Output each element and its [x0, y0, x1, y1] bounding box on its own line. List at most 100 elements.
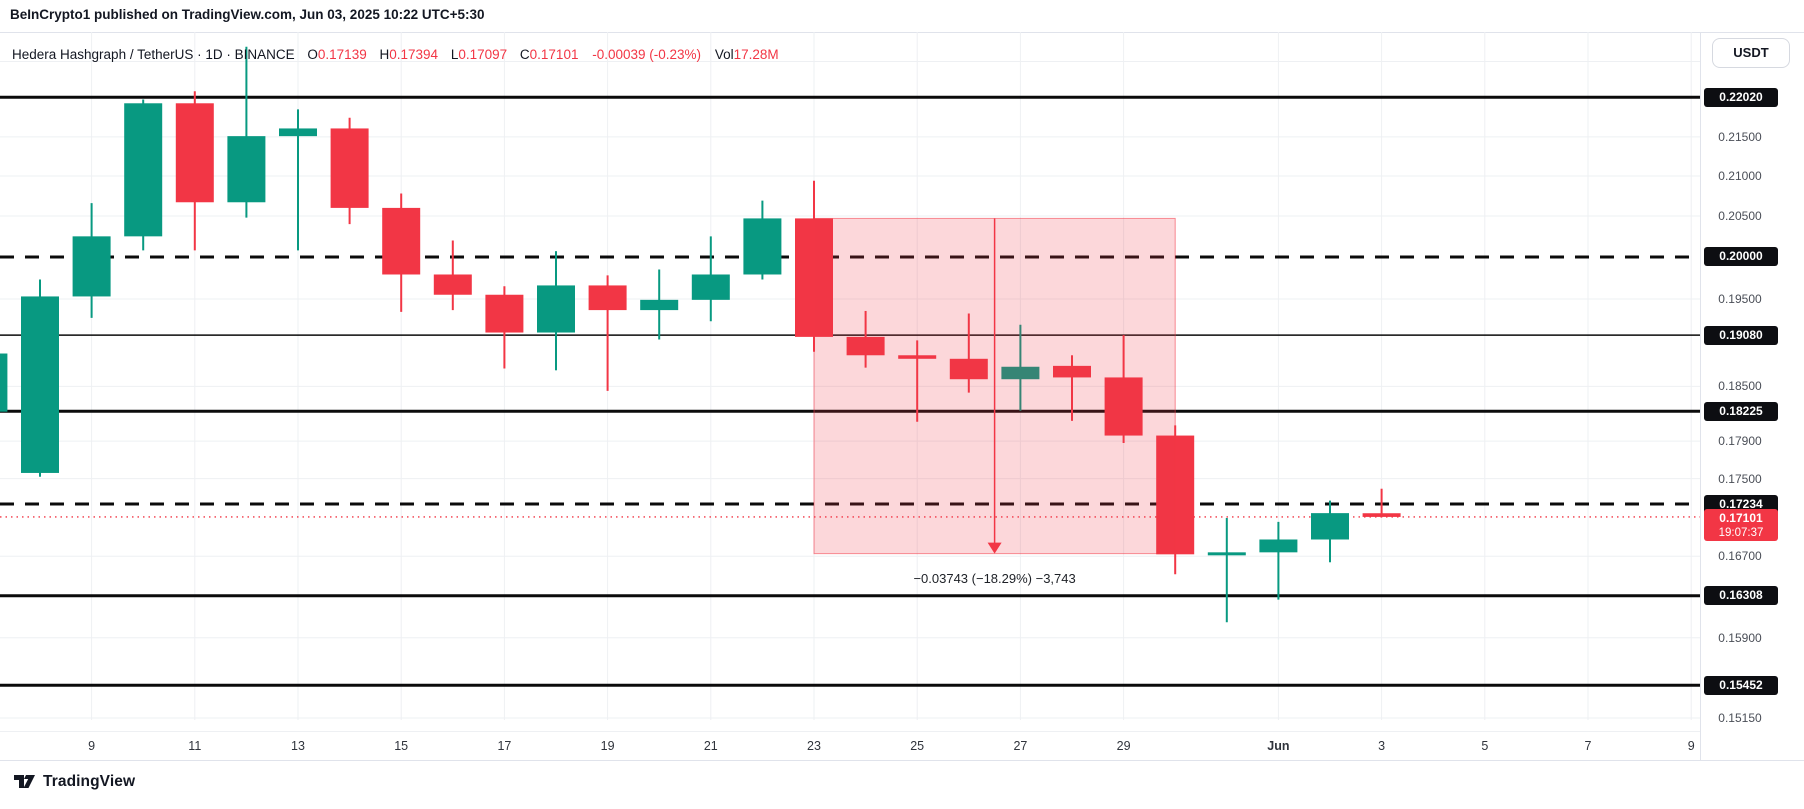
- candle: [21, 279, 59, 477]
- candle-body: [898, 355, 937, 359]
- volume-label: Vol17.28M: [714, 47, 779, 62]
- time-tick-label: 17: [497, 739, 512, 753]
- candle-body: [691, 274, 730, 300]
- low-label: L0.17097: [450, 47, 508, 62]
- candle: [640, 269, 679, 340]
- candle-body: [433, 274, 472, 295]
- candle-body: [227, 136, 266, 203]
- time-tick-label: 11: [188, 739, 202, 753]
- time-tick-label: 3: [1378, 739, 1386, 753]
- candle-body: [382, 207, 421, 275]
- footer-divider: [0, 760, 1804, 761]
- candle: [588, 275, 627, 391]
- candle-body: [1001, 366, 1040, 380]
- candle-body: [0, 353, 8, 412]
- price-tick-label: 0.15900: [1718, 630, 1762, 645]
- candle-body: [330, 128, 369, 208]
- time-tick-label: 9: [88, 739, 96, 753]
- candle-body: [1311, 513, 1349, 540]
- current-price-badge: 0.17101 19:07:37: [1704, 508, 1778, 541]
- candle-body: [72, 236, 111, 297]
- close-value: 0.17101: [529, 47, 579, 62]
- candle: [0, 353, 8, 412]
- time-tick-label: 19: [600, 739, 615, 753]
- time-tick-label: 21: [703, 739, 718, 753]
- candle-body: [124, 103, 163, 237]
- candle-body: [1104, 377, 1143, 436]
- open-value: 0.17139: [317, 47, 367, 62]
- price-level-badge: 0.15452: [1704, 675, 1778, 695]
- candle: [433, 240, 472, 311]
- candle: [1001, 324, 1040, 411]
- candle-body: [1053, 365, 1091, 378]
- time-tick-label: 9: [1687, 739, 1695, 753]
- candle: [1259, 521, 1298, 600]
- price-level-badge: 0.20000: [1704, 247, 1778, 267]
- price-tick-label: 0.20500: [1718, 208, 1762, 223]
- candle-body: [1207, 552, 1246, 556]
- time-tick-label: Jun: [1267, 739, 1290, 753]
- tradingview-brand-text: TradingView: [43, 772, 136, 790]
- candle-body: [846, 336, 885, 356]
- volume-value: 17.28M: [733, 47, 779, 62]
- high-value: 0.17394: [389, 47, 439, 62]
- candle-body: [21, 296, 59, 473]
- published-attribution: BeInCrypto1 published on TradingView.com…: [10, 7, 485, 22]
- time-tick-label: 27: [1013, 739, 1028, 753]
- price-tick-label: 0.18500: [1718, 379, 1762, 394]
- price-tick-label: 0.21500: [1718, 129, 1762, 144]
- chart-canvas[interactable]: [0, 0, 1804, 770]
- time-tick-label: 5: [1481, 739, 1489, 753]
- candle: [72, 203, 111, 318]
- candle: [485, 286, 524, 369]
- measure-arrow-head: [987, 542, 1002, 554]
- price-level-badge: 0.19080: [1704, 325, 1778, 345]
- price-axis-divider: [1700, 32, 1701, 760]
- candle-body: [588, 285, 627, 311]
- tradingview-branding[interactable]: TradingView: [13, 772, 135, 791]
- symbol-legend[interactable]: Hedera Hashgraph / TetherUS · 1D · BINAN…: [12, 47, 779, 62]
- price-tick-label: 0.17900: [1718, 434, 1762, 449]
- time-tick-label: 29: [1116, 739, 1131, 753]
- candle: [1362, 488, 1401, 518]
- candle-body: [537, 285, 575, 333]
- candle: [537, 251, 575, 371]
- candle: [124, 99, 163, 251]
- close-label: C0.17101: [519, 47, 579, 62]
- currency-toggle-button[interactable]: USDT: [1712, 38, 1790, 68]
- time-axis-divider: [0, 731, 1700, 732]
- candle-body: [279, 128, 317, 137]
- candle-body: [949, 358, 988, 380]
- price-level-badge: 0.18225: [1704, 401, 1778, 421]
- candle: [175, 91, 214, 251]
- candle: [279, 109, 317, 251]
- candle: [898, 340, 937, 422]
- time-tick-label: 13: [291, 739, 305, 753]
- candle: [1311, 500, 1349, 563]
- header-divider: [0, 32, 1804, 33]
- candle: [1207, 517, 1246, 623]
- candle-body: [175, 103, 214, 203]
- candle: [1053, 355, 1091, 421]
- price-tick-label: 0.17500: [1718, 471, 1762, 486]
- low-value: 0.17097: [458, 47, 508, 62]
- change-value: -0.00039 (-0.23%): [592, 47, 702, 62]
- price-tick-label: 0.21000: [1718, 168, 1762, 183]
- candle-body: [1362, 513, 1401, 517]
- candle-body: [640, 299, 679, 311]
- tradingview-logo-icon: [14, 775, 35, 788]
- time-tick-label: 7: [1584, 739, 1592, 753]
- candle: [743, 200, 782, 280]
- high-label: H0.17394: [379, 47, 439, 62]
- symbol-title[interactable]: Hedera Hashgraph / TetherUS · 1D · BINAN…: [12, 47, 295, 62]
- price-tick-label: 0.15150: [1718, 711, 1762, 725]
- candle: [846, 310, 885, 368]
- bar-countdown-timer: 19:07:37: [1718, 526, 1764, 539]
- open-label: O0.17139: [307, 47, 367, 62]
- measure-tool-label: −0.03743 (−18.29%) −3,743: [913, 571, 1076, 586]
- candle-body: [1259, 539, 1298, 553]
- candle: [227, 46, 266, 218]
- candle-body: [743, 218, 782, 275]
- price-tick-label: 0.16700: [1718, 549, 1762, 564]
